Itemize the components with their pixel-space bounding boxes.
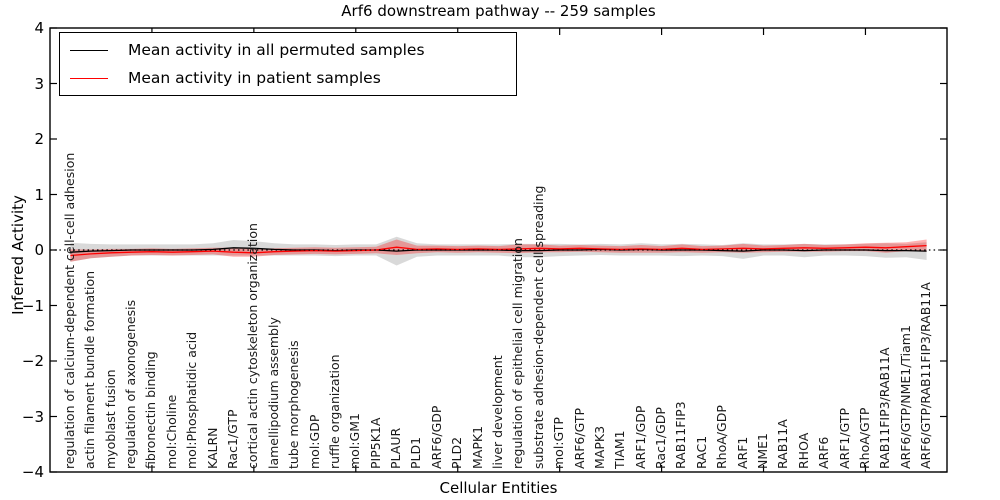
x-tick-label: RhoA/GDP <box>714 405 730 469</box>
x-tick-label: ARF1/GTP <box>836 407 852 469</box>
x-tick-label: RhoA/GTP <box>856 407 872 469</box>
x-tick-label: regulation of axonogenesis <box>123 299 139 469</box>
x-tick-label: regulation of epithelial cell migration <box>510 238 526 469</box>
x-tick-label: ruffle organization <box>326 354 342 469</box>
x-tick-label: PLD1 <box>408 436 424 469</box>
x-tick-label: cortical actin cytoskeleton organization <box>245 223 261 469</box>
x-tick-label: myoblast fusion <box>102 369 118 469</box>
x-tick-label: lamellipodium assembly <box>265 317 281 469</box>
x-tick-label: RAB11FIP3/RAB11A <box>877 347 893 469</box>
x-tick-label: Rac1/GTP <box>224 409 240 469</box>
x-tick-label: ARF6/GTP <box>571 407 587 469</box>
y-tick-label: 2 <box>34 130 44 148</box>
x-tick-label: RAB11FIP3 <box>673 401 689 469</box>
x-tick-label: ARF6 <box>816 436 832 469</box>
x-tick-label: mol:Phosphatidic acid <box>184 331 200 469</box>
x-tick-label: ARF6/GDP <box>428 405 444 469</box>
y-tick-label: −1 <box>21 296 44 315</box>
x-tick-label: tube morphogenesis <box>286 340 302 469</box>
y-tick-label: 0 <box>34 241 44 259</box>
x-tick-label: PLAUR <box>388 427 404 469</box>
x-tick-label: PLD2 <box>449 436 465 469</box>
x-tick-label: mol:GDP <box>306 414 322 469</box>
x-tick-label: ARF6/GTP/RAB11FIP3/RAB11A <box>918 282 934 469</box>
x-tick-label: RAB11A <box>775 419 791 469</box>
x-tick-label: ARF1/GDP <box>632 405 648 469</box>
x-tick-label: actin filament bundle formation <box>82 270 98 469</box>
y-tick-label: 1 <box>34 185 44 204</box>
black-line-swatch-icon <box>70 49 108 51</box>
x-tick-label: substrate adhesion-dependent cell spread… <box>530 185 546 469</box>
y-tick-label: −4 <box>21 463 44 481</box>
x-tick-label: mol:GTP <box>551 417 567 469</box>
x-tick-label: KALRN <box>204 427 220 469</box>
x-tick-label: mol:Choline <box>163 394 179 469</box>
y-tick-label: −2 <box>21 352 44 370</box>
x-tick-label: MAPK3 <box>591 425 607 469</box>
x-tick-label: liver development <box>490 355 505 469</box>
x-axis-label: Cellular Entities <box>439 479 558 497</box>
x-tick-label: fibronectin binding <box>143 351 159 469</box>
legend-item-permuted: Mean activity in all permuted samples <box>70 39 425 61</box>
y-tick-label: −3 <box>21 407 44 426</box>
red-line-swatch-icon <box>70 77 108 79</box>
legend: Mean activity in all permuted samples Me… <box>59 32 517 96</box>
x-tick-label: mol:GM1 <box>347 413 363 469</box>
y-tick-label: 4 <box>34 19 44 37</box>
y-tick-label: 3 <box>34 74 44 93</box>
x-tick-label: regulation of calcium-dependent cell-cel… <box>61 152 77 469</box>
x-tick-label: RAC1 <box>693 435 709 469</box>
x-tick-label: RHOA <box>795 432 811 469</box>
x-tick-label: NME1 <box>755 433 771 469</box>
chart-title: Arf6 downstream pathway -- 259 samples <box>341 2 656 20</box>
legend-item-label: Mean activity in all permuted samples <box>128 41 425 59</box>
x-tick-label: MAPK1 <box>469 425 485 469</box>
x-tick-label: ARF1 <box>734 436 750 469</box>
x-tick-label: ARF6/GTP/NME1/Tiam1 <box>897 325 913 469</box>
legend-item-patient: Mean activity in patient samples <box>70 67 381 89</box>
x-tick-label: TIAM1 <box>612 430 628 469</box>
x-tick-label: PIP5K1A <box>367 417 383 469</box>
legend-item-label: Mean activity in patient samples <box>128 69 381 87</box>
x-tick-label: Rac1/GDP <box>653 407 669 469</box>
